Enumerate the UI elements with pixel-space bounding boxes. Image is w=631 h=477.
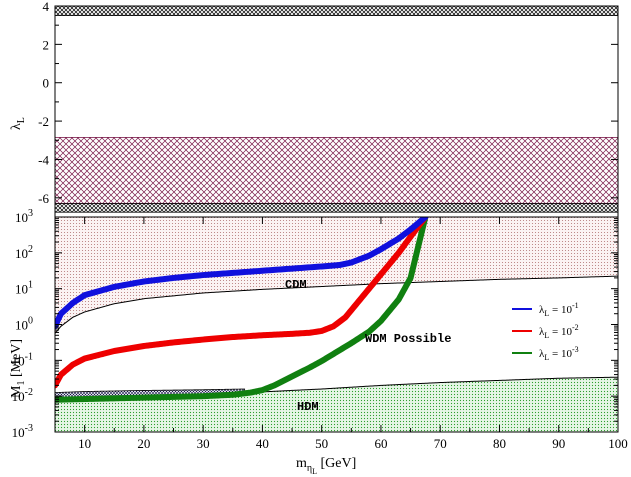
region-excluded-top [55, 6, 618, 16]
lambda-y-tick-label: -4 [38, 152, 49, 167]
lambda-y-tick-label: 4 [43, 0, 50, 14]
x-tick-label: 10 [78, 436, 91, 451]
cdm-region [55, 217, 618, 334]
mass-y-tick-label: 10-3 [12, 423, 33, 440]
x-tick-label: 40 [256, 436, 269, 451]
cdm-boundary [55, 275, 618, 334]
legend-label-1: λL = 10-1 [539, 301, 579, 318]
series-line-2 [55, 217, 429, 389]
mass-x-axis: 10 20 30 40 50 60 70 80 90 100 [54, 217, 628, 451]
mass-y-tick-label: 10-1 [12, 351, 33, 368]
wdm-label: WDM Possible [365, 332, 451, 346]
x-tick-label: 90 [552, 436, 565, 451]
legend-label-3: λL = 10-3 [539, 345, 579, 362]
x-tick-label: 50 [315, 436, 328, 451]
legend-label-2: λL = 10-2 [539, 323, 579, 340]
mass-y-axis: 10-3 10-2 10-1 100 101 102 103 [12, 208, 618, 440]
lambda-y-axis: 4 2 0 -2 -4 -6 [38, 0, 618, 206]
lambda-y-tick-label: 2 [43, 37, 50, 52]
mass-y-tick-label: 102 [15, 244, 33, 261]
region-excluded-bottom [55, 203, 618, 213]
series-line-1 [55, 217, 429, 330]
lambda-panel [55, 6, 618, 213]
lambda-y-tick-label: 0 [43, 76, 50, 91]
legend: λL = 10-1 λL = 10-2 λL = 10-3 [512, 301, 579, 362]
x-axis-title: mηL [GeV] [296, 456, 356, 476]
mass-panel [55, 217, 618, 432]
region-excluded-middle [55, 136, 618, 204]
mass-y-tick-label: 101 [15, 280, 33, 297]
x-tick-label: 80 [493, 436, 506, 451]
x-tick-label: 60 [374, 436, 387, 451]
cdm-label: CDM [285, 278, 307, 292]
x-tick-label: 20 [137, 436, 150, 451]
mass-y-tick-label: 103 [15, 208, 33, 225]
hdm-label: HDM [297, 400, 319, 414]
lambda-y-tick-label: -2 [38, 114, 49, 129]
hdm-region [55, 377, 618, 432]
mass-y-tick-label: 10-2 [12, 387, 33, 404]
lambda-y-tick-label: -6 [38, 191, 49, 206]
x-tick-label: 70 [434, 436, 447, 451]
series-line-3 [55, 217, 429, 403]
mass-y-tick-label: 100 [15, 316, 33, 333]
mass-axis-title: M1 [MeV] [9, 339, 27, 398]
x-tick-label: 30 [197, 436, 210, 451]
x-tick-label: 100 [608, 436, 628, 451]
lambda-axis-title: λL [9, 117, 27, 130]
